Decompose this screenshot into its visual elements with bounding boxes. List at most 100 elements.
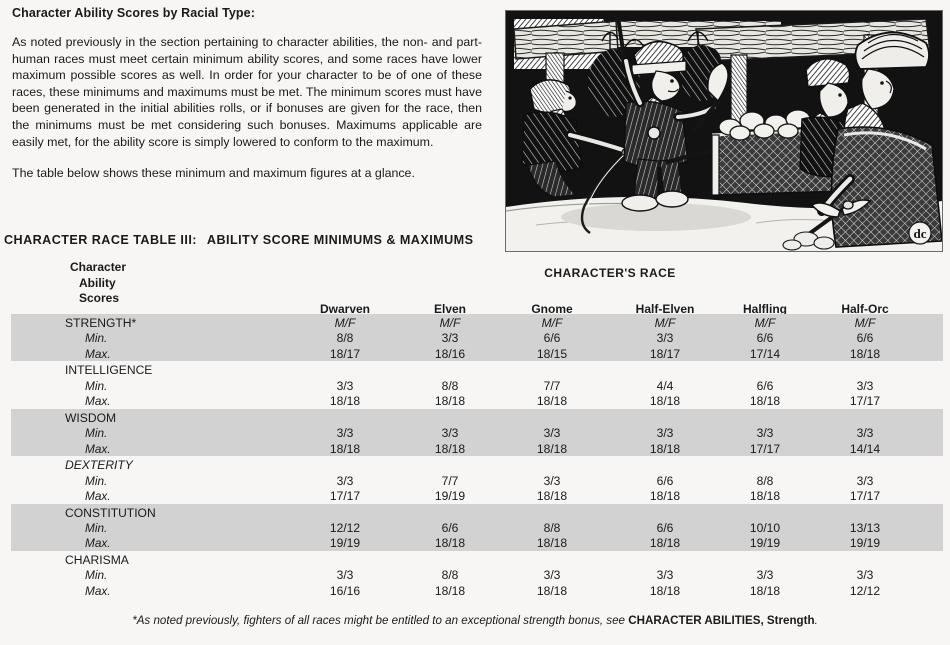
shaded-band-wisdom: [11, 408, 943, 456]
ability-label-charisma: CHARISMA: [65, 553, 129, 567]
cell-wisdom-min-half-orc: 3/3: [856, 426, 874, 441]
ability-label-constitution: CONSTITUTION: [65, 505, 156, 520]
cell-dexterity-min-gnome: 3/3: [543, 473, 561, 488]
cell-dexterity-min-halfling: 8/8: [756, 473, 774, 488]
cell-constitution-max-dwarven: 19/19: [329, 536, 361, 551]
sub-row-label-max: Max.: [85, 583, 111, 598]
stub-header-line-3: Scores: [79, 291, 120, 305]
mf-header-half-elven: M/F: [654, 316, 676, 330]
column-header-half-orc: Half-Orc: [841, 302, 889, 316]
sub-row-label-min: Min.: [85, 426, 108, 441]
mf-header-elven: M/F: [439, 316, 461, 330]
cell-wisdom-min-halfling: 3/3: [756, 426, 774, 441]
cell-strength-max-gnome: 18/15: [536, 346, 568, 361]
cell-charisma-max-dwarven: 16/16: [329, 583, 361, 598]
intro-text-block: Character Ability Scores by Racial Type:…: [12, 6, 482, 197]
stub-header: Character Ability Scores: [70, 260, 126, 307]
cell-intelligence-min-half-orc: 3/3: [856, 378, 874, 393]
ability-label-wisdom: WISDOM: [65, 410, 117, 425]
sub-row-label-max: Max.: [85, 346, 111, 361]
cell-charisma-min-halfling: 3/3: [756, 568, 774, 583]
cell-constitution-min-halfling: 10/10: [749, 521, 781, 535]
cell-dexterity-max-halfling: 18/18: [749, 489, 781, 503]
sub-row-label-min: Min.: [85, 378, 108, 393]
intro-paragraph-2: The table below shows these minimum and …: [12, 166, 415, 181]
cell-constitution-max-gnome: 18/18: [536, 536, 568, 551]
cell-constitution-min-dwarven: 12/12: [329, 521, 361, 535]
cell-intelligence-min-gnome: 7/7: [543, 378, 561, 393]
cell-strength-min-dwarven: 8/8: [336, 331, 354, 346]
cell-wisdom-min-gnome: 3/3: [543, 426, 561, 441]
stub-header-line-1: Character: [70, 260, 127, 274]
svg-text:dc: dc: [914, 226, 927, 241]
cell-constitution-min-gnome: 8/8: [543, 521, 561, 535]
sub-row-label-max: Max.: [85, 441, 111, 456]
mf-header-dwarven: M/F: [334, 316, 356, 330]
cell-intelligence-min-dwarven: 3/3: [336, 378, 354, 393]
cell-intelligence-max-half-elven: 18/18: [649, 394, 681, 409]
cell-strength-min-half-orc: 6/6: [856, 331, 874, 346]
stub-header-line-2: Ability: [79, 275, 116, 290]
cell-charisma-min-dwarven: 3/3: [336, 568, 354, 583]
cell-wisdom-max-gnome: 18/18: [536, 441, 568, 456]
cell-strength-min-elven: 3/3: [441, 331, 459, 346]
cell-charisma-max-gnome: 18/18: [536, 583, 568, 598]
cell-constitution-min-half-elven: 6/6: [656, 521, 674, 535]
cell-constitution-max-half-orc: 19/19: [849, 536, 881, 551]
cell-strength-min-gnome: 6/6: [543, 331, 561, 346]
mf-header-halfling: M/F: [754, 316, 776, 330]
sub-row-label-min: Min.: [85, 331, 108, 346]
ability-label-strength: STRENGTH*: [65, 316, 137, 330]
column-header-dwarven: Dwarven: [319, 302, 371, 316]
cell-wisdom-min-half-elven: 3/3: [656, 426, 674, 441]
column-header-gnome: Gnome: [531, 302, 573, 316]
cell-dexterity-max-gnome: 18/18: [536, 489, 568, 503]
illustration-artwork: dc: [506, 11, 942, 251]
cell-charisma-min-gnome: 3/3: [543, 568, 561, 583]
footnote-bold-reference: CHARACTER ABILITIES, Strength: [628, 614, 815, 627]
artist-signature-monogram: dc: [908, 221, 932, 245]
cell-intelligence-min-half-elven: 4/4: [656, 378, 674, 393]
sub-row-label-max: Max.: [85, 489, 111, 503]
cell-intelligence-min-halfling: 6/6: [756, 378, 774, 393]
mf-header-gnome: M/F: [541, 316, 563, 330]
cell-wisdom-max-half-orc: 14/14: [849, 441, 881, 456]
cell-constitution-min-elven: 6/6: [441, 521, 459, 535]
cell-wisdom-min-dwarven: 3/3: [336, 426, 354, 441]
race-group-title: CHARACTER'S RACE: [544, 266, 676, 280]
cell-wisdom-min-elven: 3/3: [441, 426, 459, 441]
table-title-suffix: ABILITY SCORE MINIMUMS & MAXIMUMS: [206, 233, 474, 247]
cell-intelligence-max-halfling: 18/18: [749, 394, 781, 409]
cell-dexterity-min-half-elven: 6/6: [656, 473, 674, 488]
cell-charisma-min-elven: 8/8: [441, 568, 459, 583]
cell-charisma-max-half-elven: 18/18: [649, 583, 681, 598]
cell-constitution-min-half-orc: 13/13: [849, 521, 881, 535]
ability-label-intelligence: INTELLIGENCE: [65, 363, 153, 378]
cell-charisma-max-elven: 18/18: [434, 583, 466, 598]
cell-charisma-max-half-orc: 12/12: [849, 583, 881, 598]
cell-wisdom-max-half-elven: 18/18: [649, 441, 681, 456]
footnote-text-after: .: [814, 614, 818, 627]
cell-intelligence-max-gnome: 18/18: [536, 394, 568, 409]
cell-strength-max-half-orc: 18/18: [849, 346, 881, 361]
cell-dexterity-max-dwarven: 17/17: [329, 489, 361, 503]
ability-label-dexterity: DEXTERITY: [65, 458, 133, 473]
cell-wisdom-max-elven: 18/18: [434, 441, 466, 456]
sub-row-label-min: Min.: [85, 473, 108, 488]
ability-score-table: Character Ability Scores CHARACTER'S RAC…: [0, 258, 950, 598]
column-header-half-elven: Half-Elven: [635, 302, 695, 316]
cell-charisma-max-halfling: 18/18: [749, 583, 781, 598]
table-title-prefix: CHARACTER RACE TABLE III:: [4, 233, 197, 247]
cell-dexterity-min-half-orc: 3/3: [856, 473, 874, 488]
footnote-text-before: *As noted previously, fighters of all ra…: [132, 614, 629, 627]
shaded-band-strength: [11, 314, 943, 362]
section-heading: Character Ability Scores by Racial Type:: [12, 6, 255, 20]
cell-strength-max-half-elven: 18/17: [649, 346, 681, 361]
cell-constitution-max-elven: 18/18: [434, 536, 466, 551]
cell-wisdom-max-dwarven: 18/18: [329, 441, 361, 456]
sub-row-label-max: Max.: [85, 394, 111, 409]
cell-strength-min-half-elven: 3/3: [656, 331, 674, 346]
cell-dexterity-min-elven: 7/7: [441, 473, 459, 488]
cell-charisma-min-half-orc: 3/3: [856, 568, 874, 583]
dwarven-miners-illustration: dc: [505, 10, 943, 252]
